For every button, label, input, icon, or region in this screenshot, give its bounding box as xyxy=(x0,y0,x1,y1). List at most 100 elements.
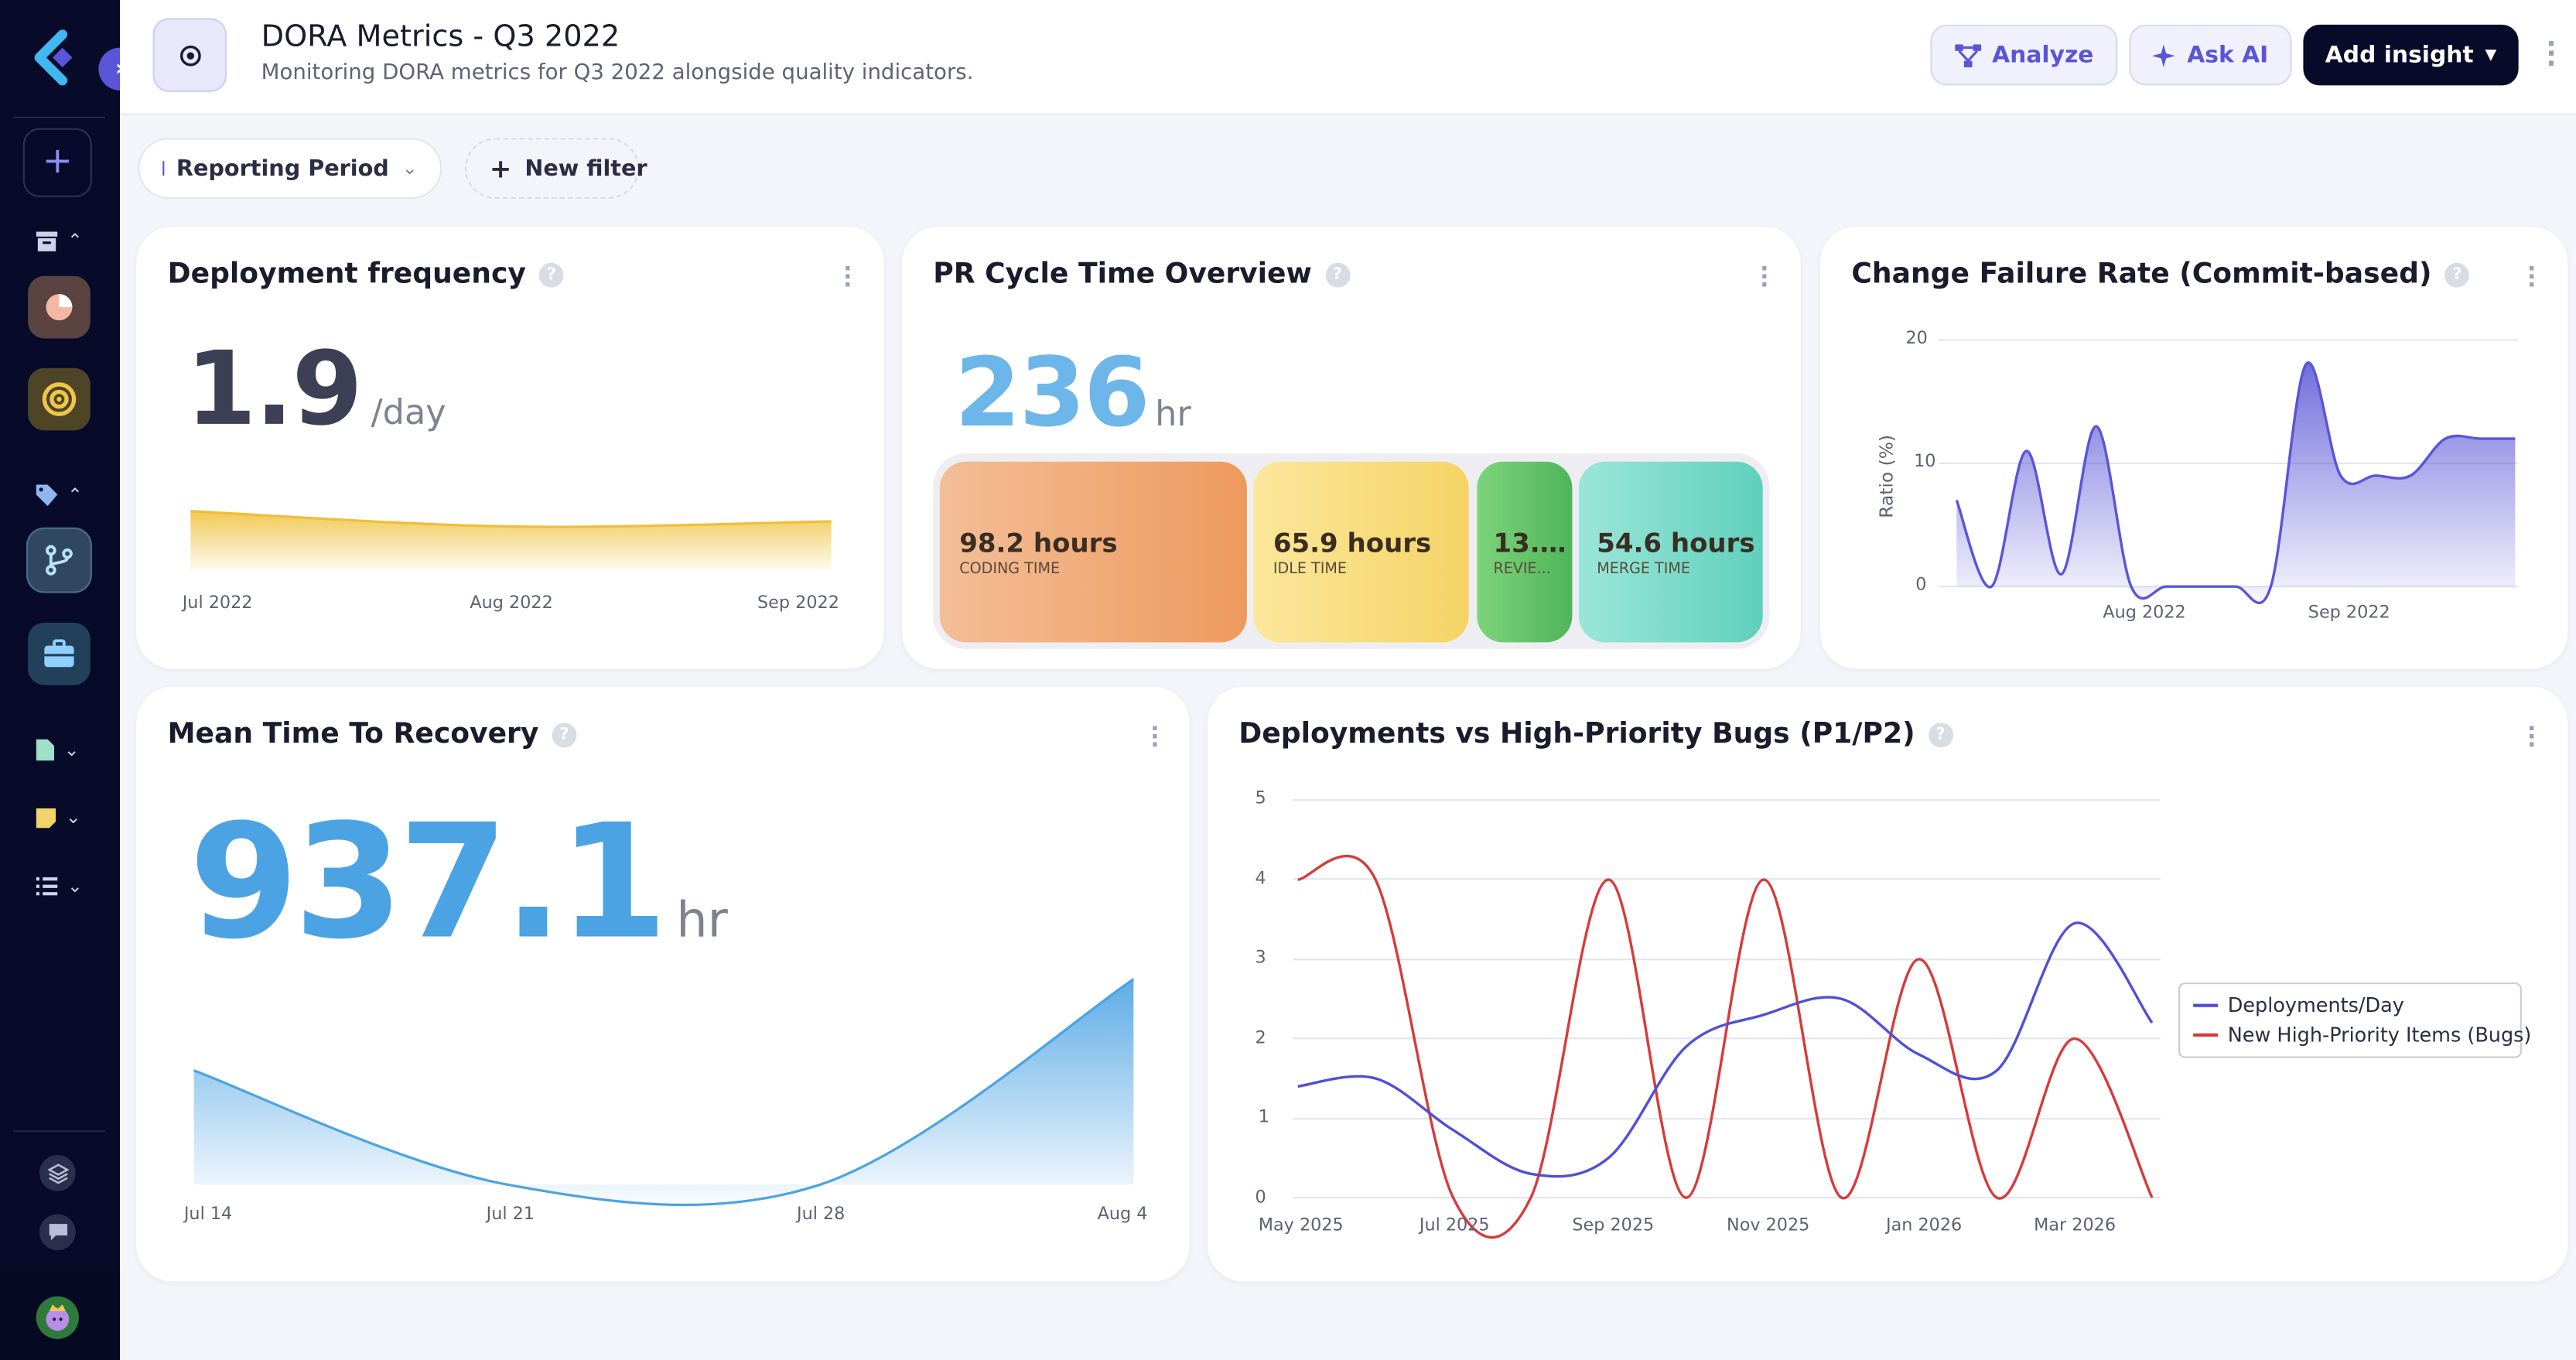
sidebar-item-pie-chart[interactable] xyxy=(28,275,91,339)
sidebar-item-target[interactable] xyxy=(28,367,91,431)
notes-group-toggle[interactable]: ⌄ xyxy=(36,806,81,829)
deployment-frequency-value: 1.9/day xyxy=(186,329,446,449)
value-number: 937.1 xyxy=(189,790,668,975)
y-tick: 4 xyxy=(1255,869,1266,889)
failure-rate-area xyxy=(1956,362,2516,603)
y-axis-title: Ratio (%) xyxy=(1876,435,1898,518)
tag-icon xyxy=(36,484,58,507)
sparkle-icon xyxy=(2152,43,2176,67)
sidebar: › + ⌃ ⌃ ⌄ ⌄ ⌄ xyxy=(0,0,142,1360)
deployments-vs-bugs-card: Deployments vs High-Priority Bugs (P1/P2… xyxy=(1207,686,2568,1282)
mttr-area xyxy=(193,979,1134,1205)
deployments-line xyxy=(1297,921,2154,1178)
pr-cycle-title: PR Cycle Time Overview xyxy=(933,258,1312,291)
archive-group-toggle[interactable]: ⌃ xyxy=(36,230,83,251)
chevron-down-icon: ⌄ xyxy=(63,739,80,761)
segment-value: 65.9 hours xyxy=(1273,526,1432,558)
chevron-down-icon: ⌄ xyxy=(65,806,81,829)
pie-chart-icon xyxy=(46,294,73,321)
segment-coding-time[interactable]: 98.2 hours CODING TIME xyxy=(939,461,1247,643)
sidebar-item-briefcase[interactable] xyxy=(28,622,91,685)
segment-label: CODING TIME xyxy=(959,561,1061,578)
new-filter-button[interactable]: + New filter xyxy=(465,138,647,199)
x-axis-label: Sep 2022 xyxy=(2308,603,2390,623)
value-unit: /day xyxy=(371,392,446,432)
help-icon[interactable]: ? xyxy=(1928,722,1953,747)
mttr-title: Mean Time To Recovery xyxy=(167,718,539,751)
segment-idle-time[interactable]: 65.9 hours IDLE TIME xyxy=(1253,461,1469,643)
avatar[interactable] xyxy=(36,1296,79,1339)
change-failure-title: Change Failure Rate (Commit-based) xyxy=(1851,258,2432,291)
segment-review-time[interactable]: 13. ... REVIE... xyxy=(1477,461,1573,643)
divider xyxy=(12,116,105,118)
x-axis-label: Aug 2022 xyxy=(2103,603,2186,623)
help-icon[interactable]: ? xyxy=(552,722,577,747)
mttr-line xyxy=(193,978,1135,1207)
x-axis-label: Jan 2026 xyxy=(1886,1215,1963,1236)
chart-legend[interactable]: Deployments/Day New High-Priority Items … xyxy=(2178,982,2531,1058)
deployment-area xyxy=(190,511,832,572)
y-tick: 2 xyxy=(1255,1028,1266,1048)
legend-label: New High-Priority Items (Bugs) xyxy=(2227,1023,2532,1047)
deploy-vs-bugs-chart xyxy=(1293,799,2161,1239)
document-icon xyxy=(36,739,55,761)
help-icon[interactable]: ? xyxy=(1324,261,1350,287)
legend-swatch xyxy=(2193,1033,2218,1037)
mttr-value: 937.1 hr xyxy=(189,790,728,974)
failure-rate-line xyxy=(1955,361,2516,604)
help-icon[interactable]: ? xyxy=(538,261,564,287)
analyze-button[interactable]: Analyze xyxy=(1930,24,2118,86)
card-menu-icon[interactable]: · · · xyxy=(843,256,852,299)
add-insight-button[interactable]: Add insight ▼ xyxy=(2303,24,2519,86)
x-axis-label: Mar 2026 xyxy=(2034,1215,2116,1236)
chevron-up-icon: ⌃ xyxy=(67,230,83,251)
segment-merge-time[interactable]: 54.6 hours MERGE TIME xyxy=(1578,461,1763,643)
change-failure-rate-card: Change Failure Rate (Commit-based)? · · · … xyxy=(1820,227,2568,669)
sidebar-item-git[interactable] xyxy=(28,528,91,592)
bugs-line xyxy=(1297,854,2154,1239)
create-button[interactable]: + xyxy=(22,128,92,197)
card-title: PR Cycle Time Overview? xyxy=(933,258,1350,291)
plus-icon: + xyxy=(489,152,512,184)
layers-button[interactable] xyxy=(39,1154,76,1191)
y-tick: 10 xyxy=(1914,452,1936,472)
lists-group-toggle[interactable]: ⌄ xyxy=(36,876,83,897)
value-number: 1.9 xyxy=(185,328,363,449)
help-icon[interactable]: ? xyxy=(2444,261,2470,287)
deployment-frequency-card: Deployment frequency? · · · 1.9/day Jul 20… xyxy=(136,227,884,669)
chat-button[interactable] xyxy=(39,1214,76,1251)
x-axis-label: May 2025 xyxy=(1258,1215,1344,1236)
legend-item-deployments[interactable]: Deployments/Day xyxy=(2193,994,2404,1017)
x-axis-label: Sep 2022 xyxy=(757,593,839,613)
card-menu-icon[interactable]: · · · xyxy=(1760,256,1769,299)
deployment-frequency-chart xyxy=(190,510,832,572)
ask-ai-button[interactable]: Ask AI xyxy=(2129,24,2292,86)
x-axis-label: Jul 2025 xyxy=(1419,1215,1490,1236)
y-tick: 3 xyxy=(1255,948,1266,968)
card-menu-icon[interactable]: · · · xyxy=(2526,716,2537,760)
target-icon xyxy=(179,44,200,66)
tag-group-toggle[interactable]: ⌃ xyxy=(36,484,83,507)
legend-item-bugs[interactable]: New High-Priority Items (Bugs) xyxy=(2193,1023,2531,1047)
logo[interactable] xyxy=(29,29,85,86)
documents-group-toggle[interactable]: ⌄ xyxy=(36,739,80,761)
y-tick: 20 xyxy=(1905,328,1928,349)
analyze-label: Analyze xyxy=(1992,42,2094,69)
x-axis-label: Aug 2022 xyxy=(470,593,553,613)
y-tick: 5 xyxy=(1255,788,1266,808)
more-options-icon[interactable]: · · · xyxy=(2546,28,2557,79)
page-title[interactable]: DORA Metrics - Q3 2022 xyxy=(261,19,620,55)
deployment-frequency-title: Deployment frequency xyxy=(167,258,526,291)
new-filter-label: New filter xyxy=(524,155,647,182)
avatar-icon xyxy=(46,1304,70,1331)
x-axis-label: Nov 2025 xyxy=(1727,1215,1810,1236)
card-menu-icon[interactable]: · · · xyxy=(1150,716,1160,760)
segment-value: 54.6 hours xyxy=(1597,526,1755,558)
mttr-chart xyxy=(193,978,1135,1207)
pr-cycle-time-card: PR Cycle Time Overview? · · · 236 hr 98.2 h… xyxy=(901,227,1801,669)
add-insight-label: Add insight xyxy=(2325,42,2474,69)
caret-down-icon: ▼ xyxy=(2485,46,2497,63)
card-menu-icon[interactable]: · · · xyxy=(2526,256,2537,299)
reporting-period-filter[interactable]: Reporting Period ⌄ xyxy=(138,138,442,199)
chevron-up-icon: ⌃ xyxy=(67,484,83,507)
